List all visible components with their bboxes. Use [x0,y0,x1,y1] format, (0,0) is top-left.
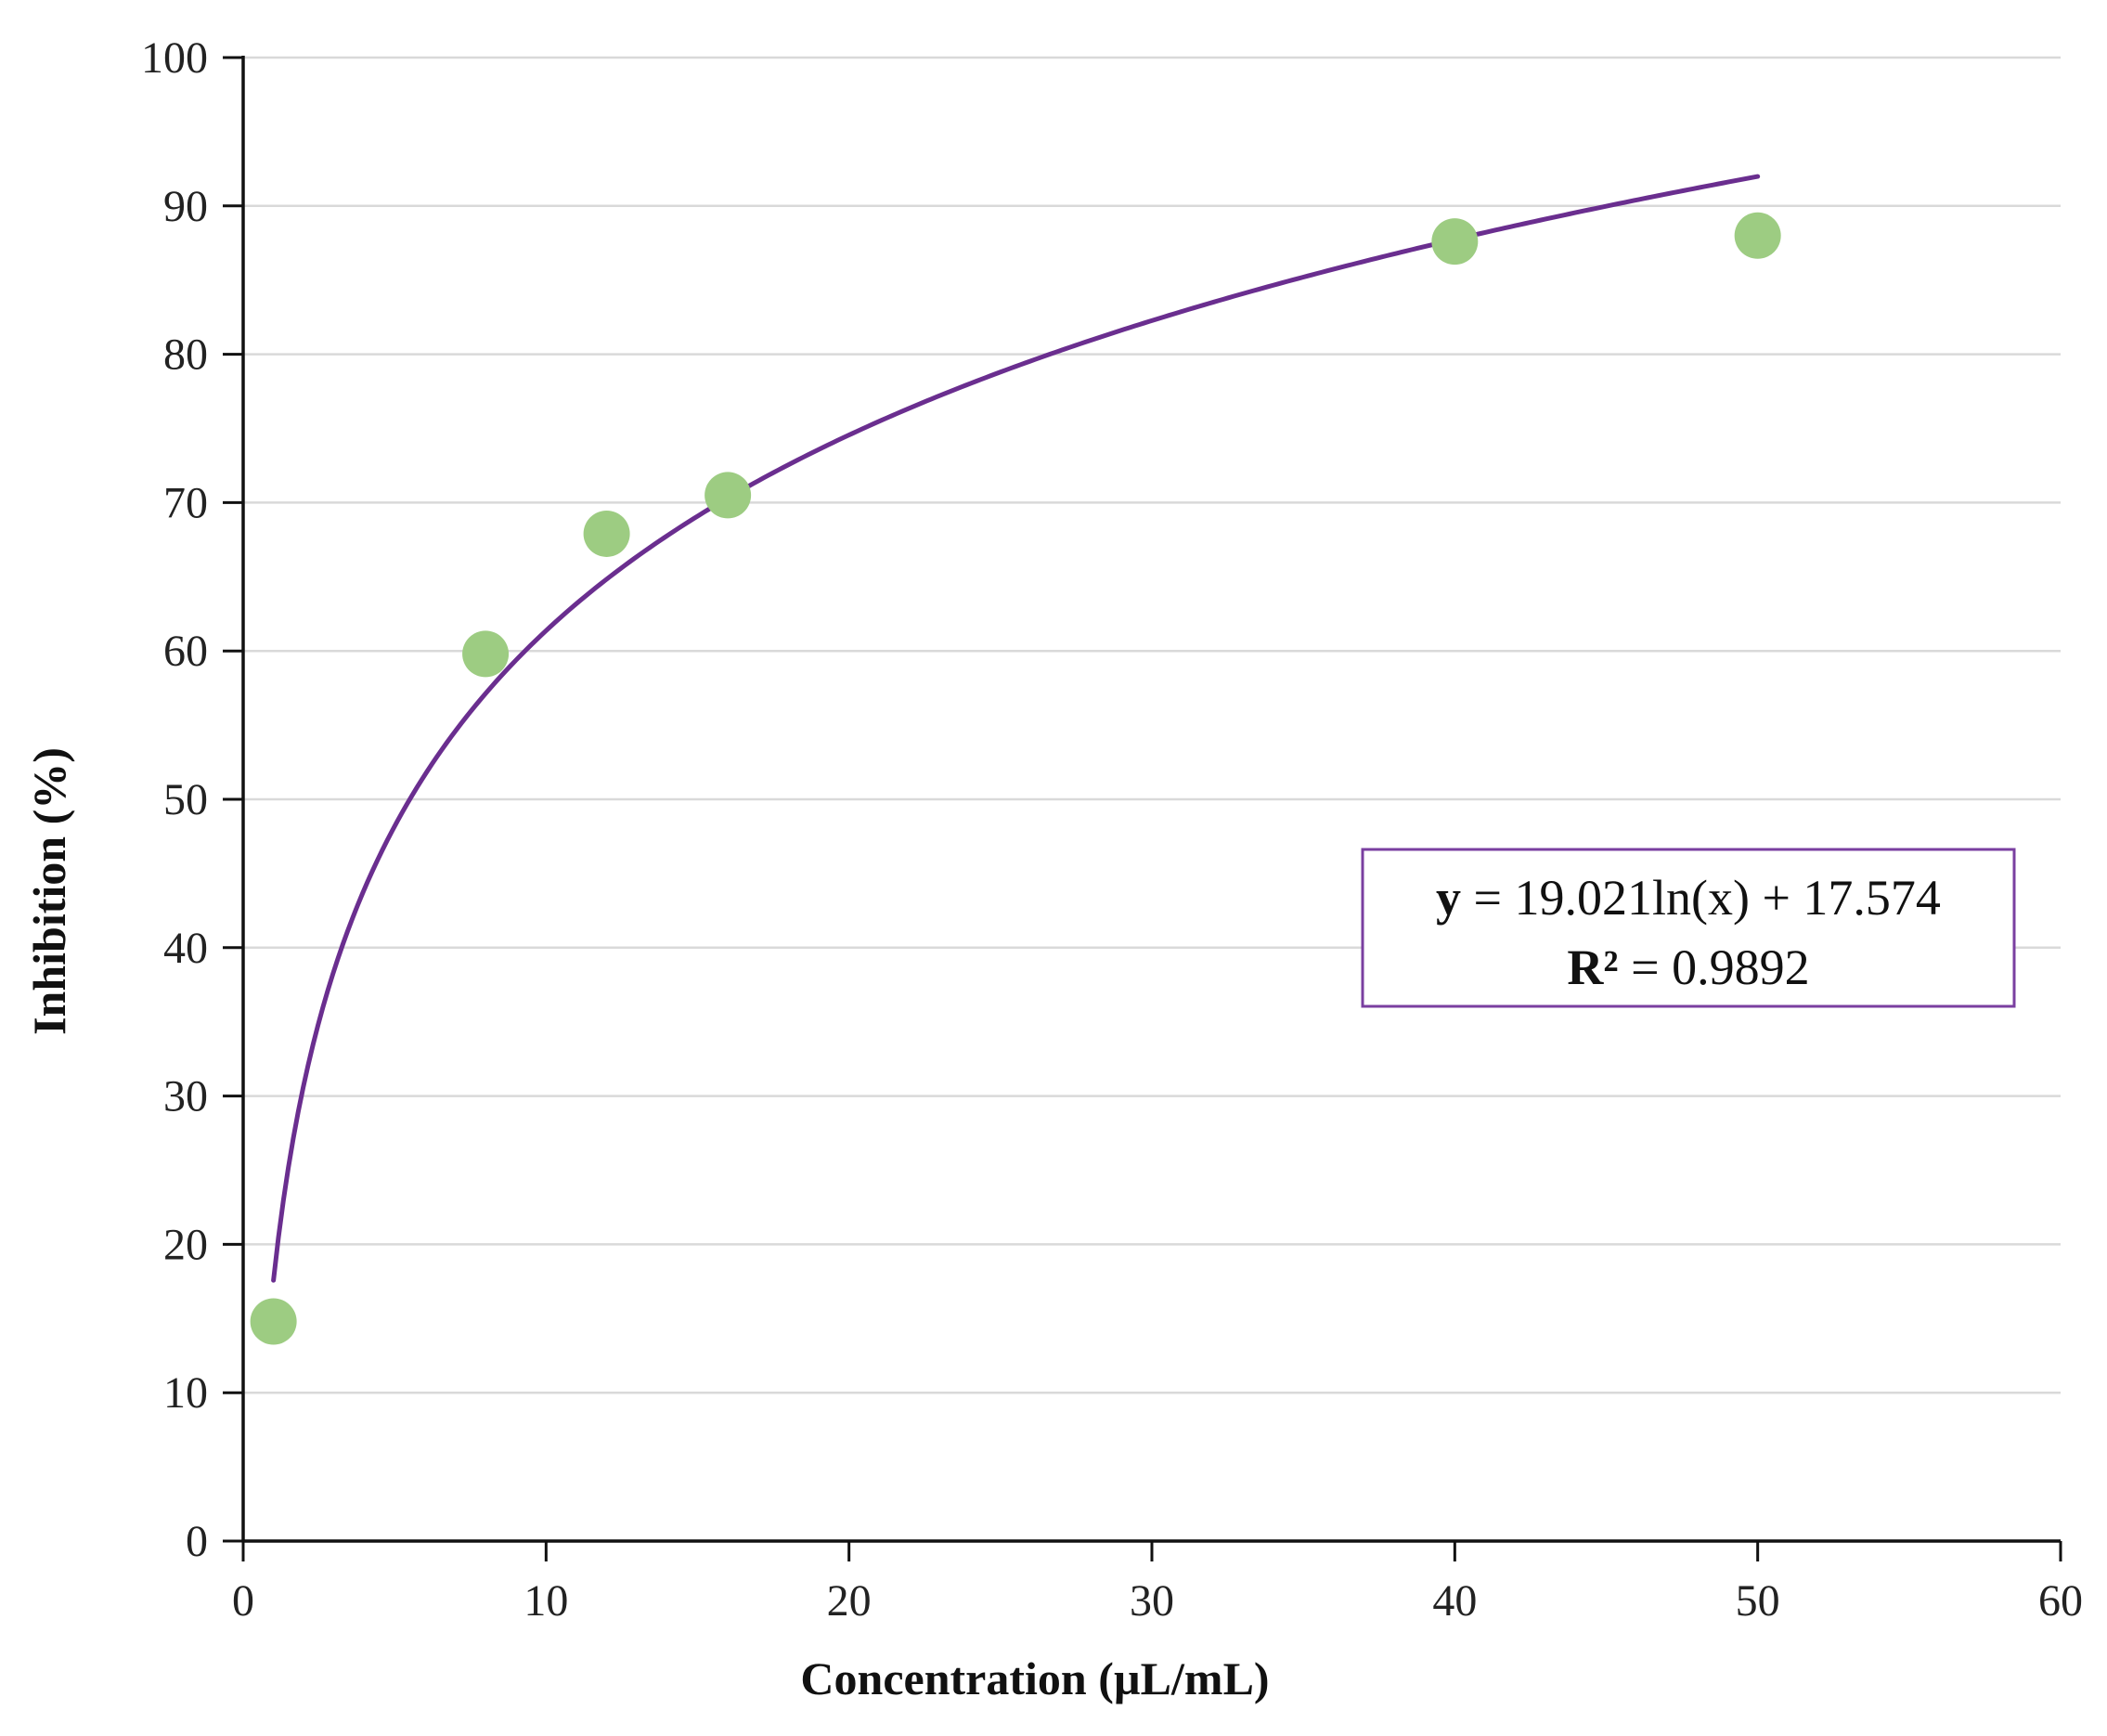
y-tick-label: 40 [163,924,208,973]
y-tick-label: 30 [163,1072,208,1121]
r-squared-text: R² = 0.9892 [1567,939,1809,995]
data-points [250,212,1781,1345]
y-tick-label: 10 [163,1368,208,1418]
x-axis-title: Concentration (µL/mL) [800,1652,1269,1704]
x-tick-label: 40 [1432,1576,1477,1626]
data-point [704,472,752,519]
equation-variable: y [1436,870,1461,926]
y-tick-label: 0 [186,1517,208,1566]
trendline-curve [271,174,1761,1283]
equation-box: y = 19.021ln(x) + 17.574 R² = 0.9892 [1361,848,2016,1008]
tick-marks [223,56,2062,1561]
data-point [1734,212,1781,259]
x-tick-label: 30 [1130,1576,1174,1626]
data-point [1431,218,1479,266]
y-tick-label: 80 [163,330,208,380]
data-point [250,1298,297,1345]
r-squared-value: = 0.9892 [1619,939,1810,995]
y-tick-labels: 0 10 20 30 40 50 60 70 80 90 100 [141,33,208,1566]
equation-box-frame [1361,848,2016,1008]
y-tick-label: 70 [163,478,208,527]
trendline [271,174,1761,1283]
y-tick-label: 100 [141,33,208,83]
equation-text: y = 19.021ln(x) + 17.574 [1436,870,1941,926]
y-tick-label: 20 [163,1220,208,1269]
y-tick-label: 60 [163,627,208,676]
y-tick-label: 50 [163,775,208,824]
equation-body: = 19.021ln(x) + 17.574 [1461,870,1941,926]
data-point [462,630,510,678]
y-axis-title: Inhibition (%) [23,747,75,1035]
x-tick-label: 20 [827,1576,872,1626]
x-tick-labels: 0 10 20 30 40 50 60 [232,1576,2083,1626]
y-tick-label: 90 [163,182,208,231]
x-tick-label: 50 [1736,1576,1780,1626]
gridlines [243,56,2061,1394]
x-tick-label: 60 [2038,1576,2083,1626]
x-tick-label: 0 [232,1576,254,1626]
r-squared-label: R² [1567,939,1618,995]
x-tick-label: 10 [524,1576,568,1626]
data-point [583,510,630,557]
